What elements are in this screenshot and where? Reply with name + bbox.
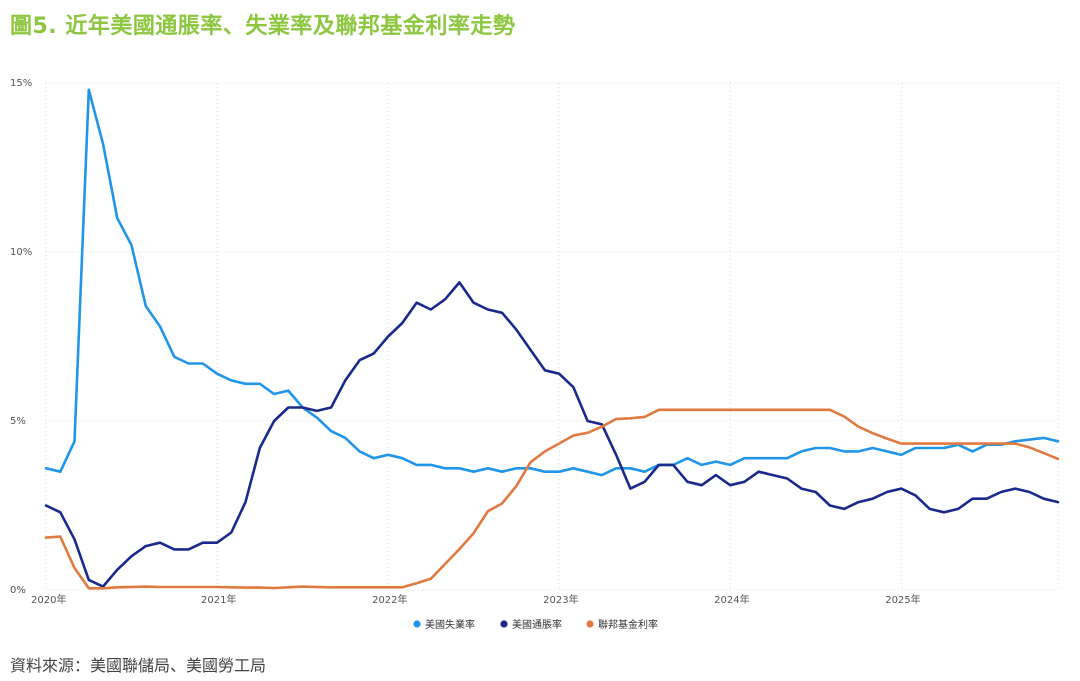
legend-marker bbox=[500, 620, 508, 628]
y-tick-label: 10% bbox=[10, 247, 32, 258]
legend-item-3: 聯邦基金利率 bbox=[586, 618, 658, 631]
legend-marker bbox=[586, 620, 594, 628]
series-line-1 bbox=[44, 88, 1060, 477]
gridlines bbox=[45, 82, 1059, 591]
legend-label: 美國通脹率 bbox=[512, 618, 562, 631]
chart-title: 圖5. 近年美國通脹率、失業率及聯邦基金利率走勢 bbox=[10, 14, 516, 39]
source-note: 資料來源：美國聯儲局、美國勞工局 bbox=[10, 656, 267, 675]
legend: 美國失業率 美國通脹率 聯邦基金利率 bbox=[413, 618, 658, 631]
x-axis-ticks: 2020年 2021年 2022年 2023年 2024年 2025年 bbox=[31, 593, 921, 606]
legend-label: 美國失業率 bbox=[425, 618, 475, 631]
legend-label: 聯邦基金利率 bbox=[598, 618, 658, 631]
x-tick-label: 2025年 bbox=[885, 593, 920, 606]
series-line-2 bbox=[44, 281, 1060, 588]
legend-item-1: 美國失業率 bbox=[413, 618, 475, 631]
y-axis-ticks: 0% 5% 10% 15% bbox=[10, 78, 32, 596]
series-lines bbox=[44, 88, 1060, 590]
x-tick-label: 2020年 bbox=[31, 593, 66, 606]
legend-item-2: 美國通脹率 bbox=[500, 618, 562, 631]
x-tick-label: 2022年 bbox=[372, 593, 407, 606]
y-tick-label: 5% bbox=[10, 416, 26, 427]
y-tick-label: 15% bbox=[10, 78, 32, 89]
y-tick-label: 0% bbox=[10, 585, 26, 596]
x-tick-label: 2024年 bbox=[714, 593, 749, 606]
x-tick-label: 2021年 bbox=[201, 593, 236, 606]
x-tick-label: 2023年 bbox=[543, 593, 578, 606]
series-line-3 bbox=[44, 408, 1060, 590]
legend-marker bbox=[413, 620, 421, 628]
